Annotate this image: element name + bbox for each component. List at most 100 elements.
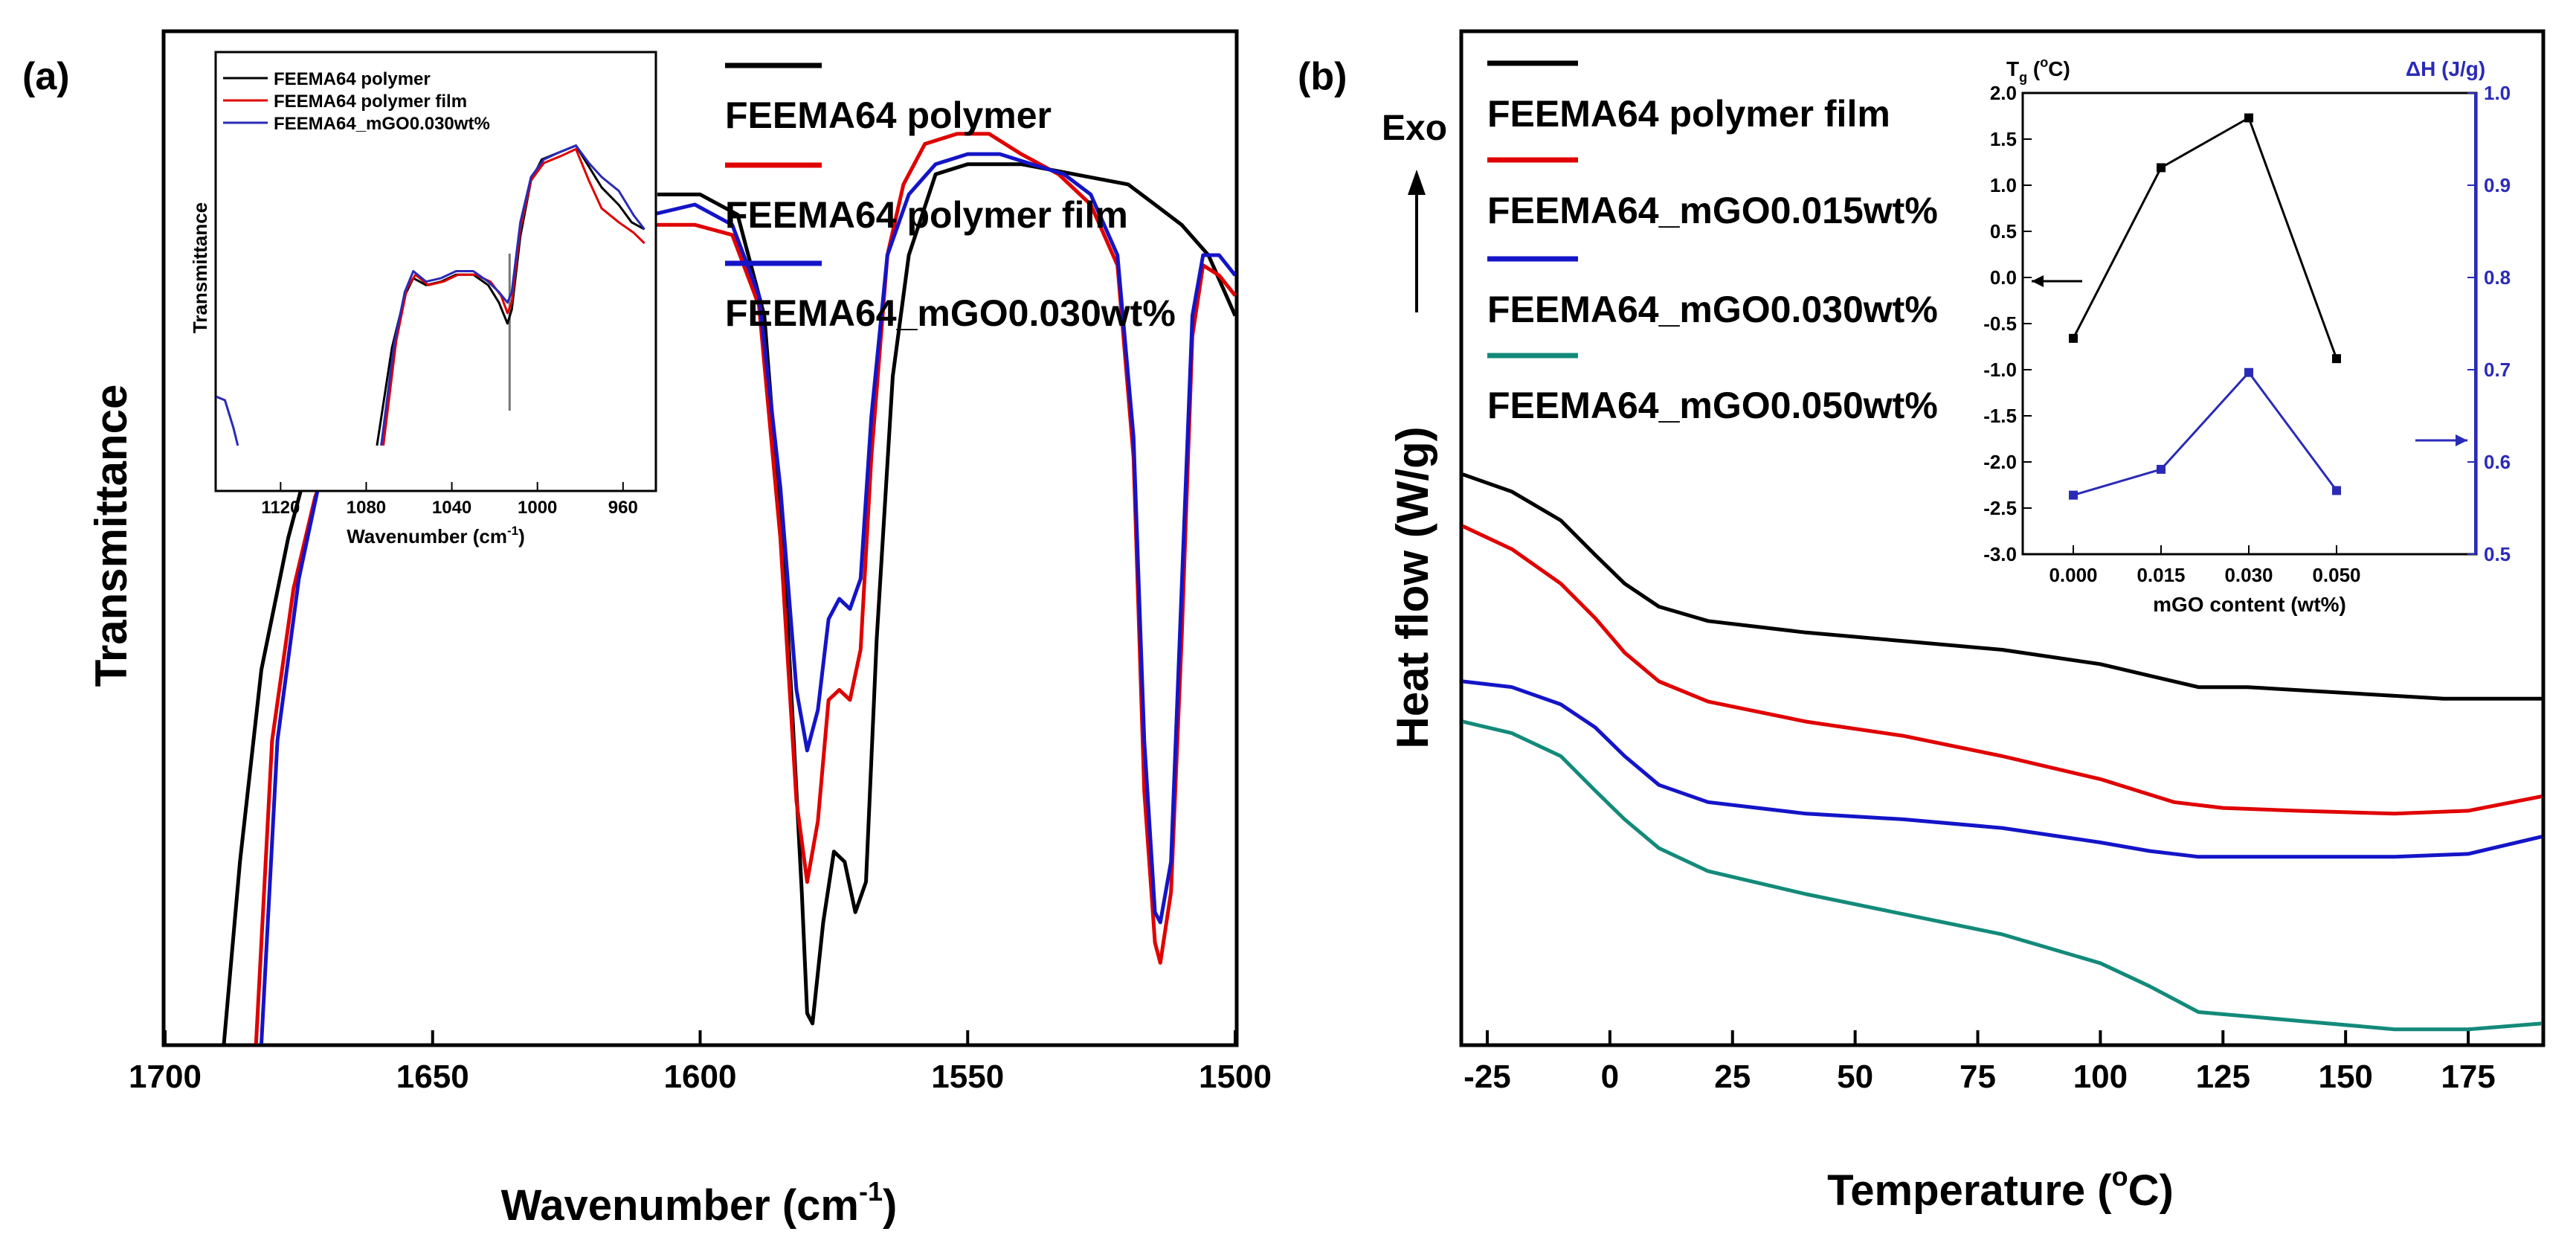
x-tick-label-1650: 1650 (396, 1059, 469, 1095)
panel-a-x-axis-title: Wavenumber (cm-1) (501, 1176, 898, 1230)
x-tick-label-1500: 1500 (1199, 1059, 1272, 1095)
inset-b-left-tick-label: 1.5 (1990, 128, 2017, 150)
panel-b: (b) -25 0 25 50 75 100 125 150 175 Exo Heat flow… (1298, 29, 2546, 1215)
inset-b-right-tick-label: 0.5 (2484, 543, 2511, 565)
inset-legend-label-mgo-0030: FEEMA64_mGO0.030wt% (274, 114, 490, 134)
inset-b-point-tg-0.015 (2157, 163, 2166, 173)
inset-b-right-tick-label: 0.7 (2484, 359, 2511, 381)
panel-b-label: (b) (1298, 55, 1347, 98)
inset-b-right-tick-label: 0.9 (2484, 174, 2511, 196)
x-tick-label-b-100: 100 (2073, 1059, 2128, 1095)
x-tick-label-b-75: 75 (1960, 1059, 1996, 1095)
inset-b-left-tick-label: -1.5 (1983, 405, 2017, 427)
exo-arrow-icon (1408, 170, 1426, 312)
panel-a-label: (a) (22, 55, 70, 98)
x-tick-label-1600: 1600 (664, 1059, 737, 1095)
inset-b-right-tick-label: 0.6 (2484, 451, 2511, 473)
inset-b-left-tick-label: -2.5 (1983, 497, 2017, 519)
inset-series-line-feema64-polymer-film (382, 147, 645, 446)
panel-b-x-axis-title: Temperature (oC) (1827, 1161, 2174, 1215)
panel-b-series (1461, 472, 2543, 1032)
inset-a-x-ticks: 1120 1080 1040 1000 960 (261, 482, 638, 518)
inset-a-frame (214, 51, 657, 492)
panel-b-inset: 2.0 1.5 1.0 0.5 0.0 -0.5 -1.0 -1.5 -2.0 -2.5 -3.0 1… (1983, 55, 2511, 616)
x-tick-label-b--25: -25 (1464, 1059, 1511, 1095)
inset-a-series (216, 144, 645, 446)
legend-label-b-0050: FEEMA64_mGO0.050wt% (1487, 385, 1938, 426)
inset-b-point-tg-0.050 (2332, 354, 2341, 364)
series-line-b-feema64-mgo0-015wt (1461, 524, 2543, 816)
legend-label-polymer: FEEMA64 polymer (725, 94, 1052, 136)
legend-label-b-film: FEEMA64 polymer film (1487, 93, 1890, 135)
inset-b-x-tick-label-0.000: 0.000 (2049, 564, 2097, 586)
panel-b-x-ticks: -25 0 25 50 75 100 125 150 175 (1464, 1030, 2496, 1095)
inset-b-point-h-0.015 (2157, 464, 2166, 474)
inset-b-axes: 2.0 1.5 1.0 0.5 0.0 -0.5 -1.0 -1.5 -2.0 -2.5 -3.0 1… (1983, 82, 2511, 586)
x-tick-label-b-0: 0 (1601, 1059, 1619, 1095)
inset-b-frame (2021, 91, 2478, 556)
inset-b-point-h-0.030 (2244, 367, 2253, 377)
legend-label-b-0015: FEEMA64_mGO0.015wt% (1487, 190, 1938, 231)
inset-b-left-tick-label: 2.0 (1990, 82, 2017, 104)
inset-b-point-h-0.050 (2332, 486, 2341, 495)
inset-b-x-tick-label-0.015: 0.015 (2137, 564, 2185, 586)
inset-b-point-tg-0.030 (2244, 113, 2253, 123)
inset-b-left-tick-label: 1.0 (1990, 174, 2017, 196)
inset-x-tick-label-960: 960 (608, 498, 638, 518)
inset-series-line-feema64-mgo0-030wt-edge (216, 395, 239, 446)
inset-b-line-h (2073, 370, 2338, 497)
inset-b-right-tick-label: 1.0 (2484, 82, 2511, 104)
x-tick-label-b-50: 50 (1837, 1059, 1873, 1095)
series-line-feema64-polymer-2 (657, 162, 1237, 1026)
inset-x-tick-label-1000: 1000 (518, 498, 557, 518)
x-tick-label-b-25: 25 (1714, 1059, 1751, 1095)
inset-b-left-tick-label: -1.0 (1983, 359, 2017, 381)
panel-b-frame (1459, 29, 2546, 1047)
inset-b-line-tg (2072, 116, 2338, 359)
inset-x-tick-label-1040: 1040 (432, 498, 471, 518)
inset-a-y-axis-title: Transmittance (189, 202, 211, 333)
inset-b-point-tg-0.000 (2069, 333, 2078, 343)
inset-b-x-axis-title: mGO content (wt%) (2153, 593, 2346, 616)
inset-series-line-feema64-polymer (376, 144, 645, 446)
panel-a-x-ticks: 1700 1650 1600 1550 1500 (129, 1030, 1272, 1095)
x-tick-label-1700: 1700 (129, 1059, 202, 1095)
panel-a: (a) 1700 1650 1600 1550 1500 Transmittance W… (22, 29, 1272, 1230)
inset-b-left-tick-label: -2.0 (1983, 451, 2017, 473)
right-arrow-icon (2415, 434, 2467, 446)
inset-x-tick-label-1120: 1120 (261, 498, 300, 518)
series-line-b-feema64-mgo0-030wt (1462, 679, 2543, 859)
inset-b-right-axis-title: ΔH (J/g) (2406, 57, 2485, 80)
x-tick-label-1550: 1550 (931, 1059, 1004, 1095)
inset-b-left-tick-label: -3.0 (1983, 543, 2017, 565)
inset-b-left-tick-label: 0.0 (1990, 266, 2017, 289)
inset-legend-label-polymer-film: FEEMA64 polymer film (274, 91, 467, 112)
inset-b-point-h-0.000 (2069, 490, 2078, 500)
inset-legend-label-polymer: FEEMA64 polymer (274, 69, 431, 89)
series-line-feema64-mgo0-030wt-2 (651, 152, 1237, 925)
inset-x-tick-label-1080: 1080 (347, 498, 386, 518)
inset-series-line-feema64-mgo0-030wt (380, 144, 645, 446)
legend-label-b-0030: FEEMA64_mGO0.030wt% (1487, 289, 1938, 330)
series-line-b-feema64-polymer-film (1462, 472, 2542, 701)
inset-b-series (2069, 113, 2341, 500)
inset-b-x-tick-label-0.030: 0.030 (2224, 564, 2273, 586)
x-tick-label-b-150: 150 (2318, 1059, 2372, 1095)
legend-label-polymer-film: FEEMA64 polymer film (725, 194, 1128, 236)
inset-b-left-tick-label: 0.5 (1990, 220, 2017, 243)
panel-b-legend: FEEMA64 polymer film FEEMA64_mGO0.015wt%… (1487, 60, 1938, 426)
series-line-feema64-polymer-film-2 (651, 132, 1237, 965)
x-tick-label-b-125: 125 (2196, 1059, 2250, 1095)
inset-b-right-tick-label: 0.8 (2484, 266, 2511, 289)
panel-a-inset: 1120 1080 1040 1000 960 FEEMA64 polymer FEEM… (189, 51, 657, 547)
inset-b-left-axis-title: Tg (oC) (2006, 55, 2070, 85)
inset-b-right-axis (2474, 93, 2477, 554)
inset-b-x-tick-label-0.050: 0.050 (2312, 564, 2360, 586)
panel-b-y-axis-title: Heat flow (W/g) (1388, 426, 1437, 748)
left-arrow-icon (2032, 275, 2082, 287)
inset-a-x-axis-title: Wavenumber (cm-1) (347, 524, 525, 547)
panel-a-legend: FEEMA64 polymer FEEMA64 polymer film FEE… (725, 62, 1176, 334)
inset-a-legend: FEEMA64 polymer FEEMA64 polymer film FEE… (223, 69, 490, 134)
series-line-b-feema64-mgo0-050wt (1462, 719, 2543, 1032)
